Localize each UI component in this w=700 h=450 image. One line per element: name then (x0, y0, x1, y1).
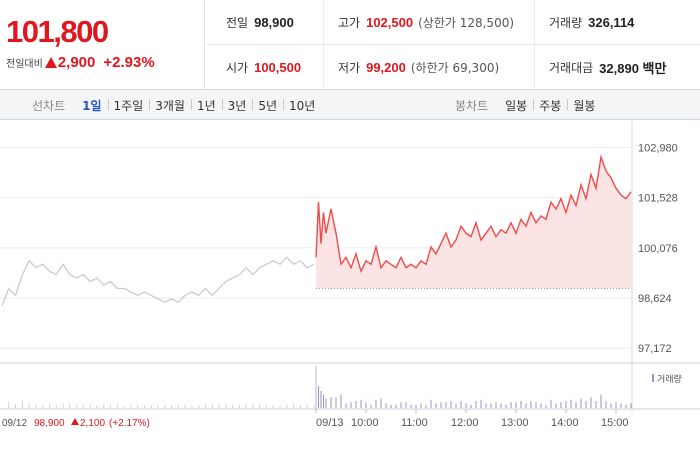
summary-high: 고가 102,500 (상한가 128,500) (323, 0, 534, 45)
summary-label: 거래대금 (549, 61, 594, 75)
summary-subvalue: (하한가 69,300) (410, 61, 500, 75)
summary-label: 거래량 (549, 16, 583, 30)
today-series (315, 154, 632, 289)
chart-tab-bar: 선차트 1일 1주일 3개월 1년 3년 5년 10년 봉차트 일봉 주봉 월봉 (0, 90, 700, 120)
current-price: 101,800 (6, 14, 109, 49)
previous-day-series (1, 256, 315, 306)
previous-day-line (1, 256, 315, 306)
tab-3year[interactable]: 3년 (221, 97, 253, 114)
candle-chart-tabs: 봉차트 일봉 주봉 월봉 (455, 90, 601, 120)
y-axis: 102,980 101,528 100,076 98,624 97,172 (638, 143, 678, 356)
y-tick-label: 102,980 (638, 143, 678, 155)
tab-5year[interactable]: 5년 (252, 97, 283, 114)
x-tick-label: 10:00 (351, 417, 379, 429)
summary-prev-close: 전일 98,900 (206, 0, 323, 45)
summary-low: 저가 99,200 (하한가 69,300) (323, 45, 534, 90)
summary-trade-value: 거래대금 32,890 백만 (534, 45, 700, 90)
tab-daily-candle[interactable]: 일봉 (505, 98, 528, 113)
summary-value: 102,500 (366, 15, 414, 30)
footer-up-triangle-icon (71, 418, 79, 425)
summary-open: 시가 100,500 (206, 45, 323, 90)
summary-subvalue: (상한가 128,500) (418, 16, 515, 30)
previous-day-footer: 09/12 98,900 2,100 (+2.17%) (2, 418, 150, 429)
line-chart-tabs: 선차트 1일 1주일 3개월 1년 3년 5년 10년 (32, 90, 321, 120)
tab-3month[interactable]: 3개월 (149, 97, 191, 114)
x-tick-label: 12:00 (451, 417, 479, 429)
tab-1day[interactable]: 1일 (82, 98, 102, 113)
footer-date: 09/12 (2, 418, 27, 429)
x-tick-label: 15:00 (601, 417, 629, 429)
tab-1year[interactable]: 1년 (190, 97, 222, 114)
tab-10year[interactable]: 10년 (283, 97, 321, 114)
x-tick-label: 11:00 (401, 417, 428, 429)
tab-monthly-candle[interactable]: 월봉 (567, 97, 601, 114)
tab-weekly-candle[interactable]: 주봉 (533, 97, 567, 114)
summary-label: 전일 (226, 16, 249, 30)
footer-change-pct: (+2.17%) (109, 418, 150, 429)
summary-label: 시가 (226, 61, 249, 75)
y-tick-label: 97,172 (638, 343, 672, 355)
up-triangle-icon (44, 57, 57, 68)
summary-value: 100,500 (254, 60, 302, 75)
volume-legend-label: 거래량 (657, 373, 682, 385)
footer-change: 2,100 (80, 418, 105, 429)
x-axis: 09/13 10:00 11:00 12:00 13:00 14:00 15:00 (315, 366, 629, 429)
y-tick-label: 100,076 (638, 243, 678, 255)
chart-grid (0, 121, 700, 411)
x-tick-label: 14:00 (551, 417, 579, 429)
intraday-price-chart: 102,980 101,528 100,076 98,624 97,172 거래량 09… (0, 121, 700, 429)
summary-volume: 거래량 326,114 (534, 0, 700, 45)
x-tick-label: 13:00 (501, 417, 529, 429)
summary-label: 고가 (338, 16, 361, 30)
summary-value: 99,200 (366, 60, 406, 75)
change-label: 전일대비 (6, 59, 43, 70)
summary-row-2: 시가 100,500 저가 99,200 (하한가 69,300) 거래대금 3… (206, 45, 700, 90)
summary-label: 저가 (338, 61, 361, 75)
quote-header: 101,800 전일대비 2,900 +2.93% 전일 98,900 고가 1… (0, 0, 700, 90)
y-tick-label: 101,528 (638, 193, 678, 205)
candle-chart-label: 봉차트 (455, 98, 489, 113)
summary-row-1: 전일 98,900 고가 102,500 (상한가 128,500) 거래량 3… (206, 0, 700, 45)
change-percent: +2.93% (103, 54, 155, 71)
price-change: 전일대비 2,900 +2.93% (6, 54, 155, 71)
volume-legend-swatch (652, 374, 654, 382)
current-price-panel: 101,800 전일대비 2,900 +2.93% (0, 0, 205, 90)
today-price-line (315, 154, 632, 274)
tab-1week[interactable]: 1주일 (107, 97, 150, 114)
footer-close: 98,900 (34, 418, 65, 429)
today-area-fill (316, 157, 631, 289)
y-tick-label: 98,624 (638, 293, 672, 305)
change-amount: 2,900 (57, 54, 96, 71)
volume-panel: 거래량 (8, 373, 682, 408)
x-tick-label: 09/13 (316, 417, 344, 429)
summary-value: 326,114 (588, 15, 635, 30)
summary-value: 32,890 백만 (599, 61, 667, 76)
quote-summary-table: 전일 98,900 고가 102,500 (상한가 128,500) 거래량 3… (206, 0, 700, 90)
summary-value: 98,900 (254, 15, 294, 30)
line-chart-label: 선차트 (32, 98, 66, 113)
